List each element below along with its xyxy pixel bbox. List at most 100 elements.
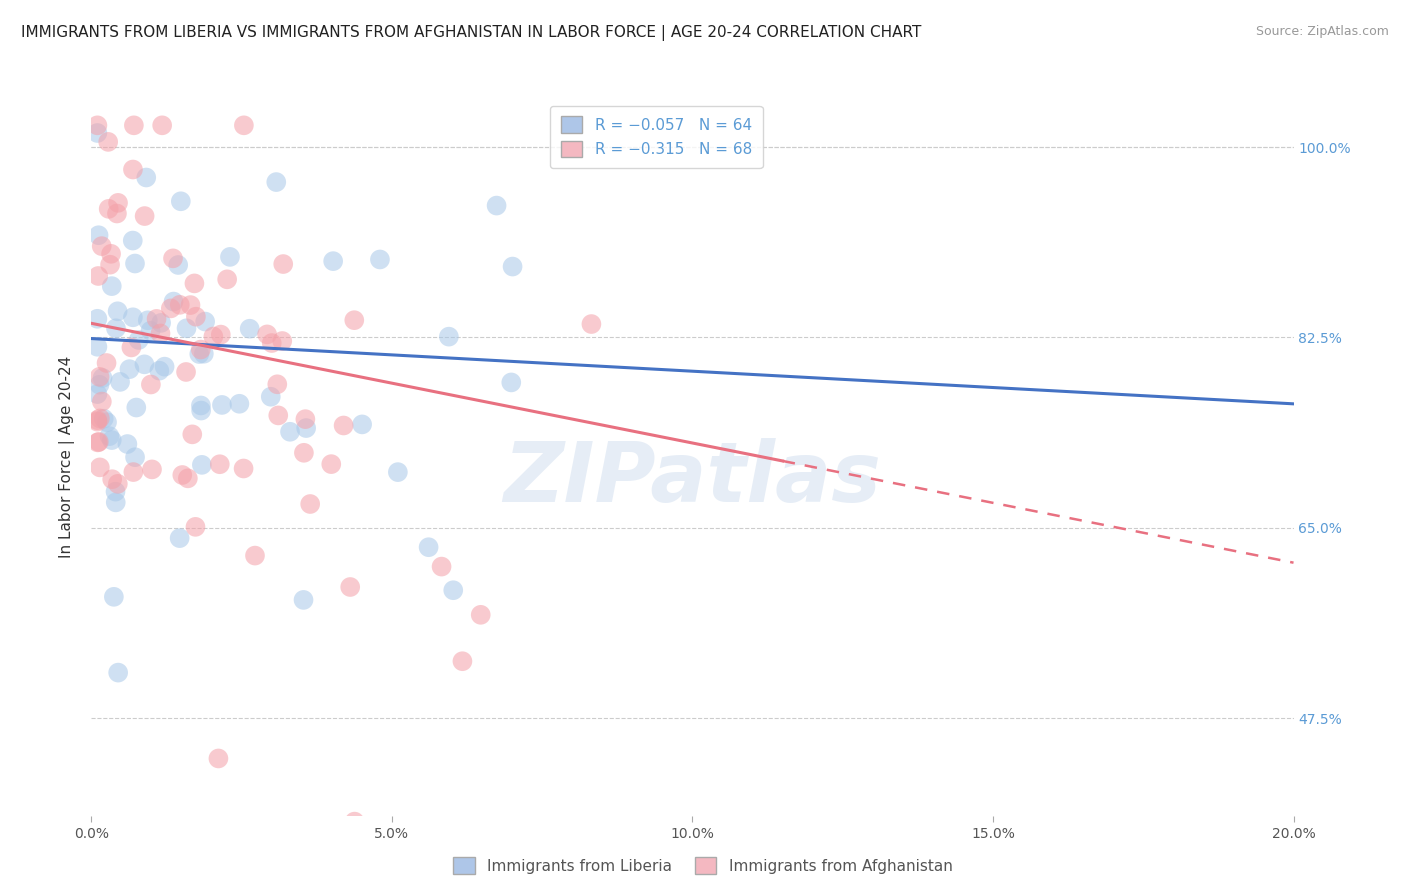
Point [217,272,239,286]
Point [193,347,215,361]
Point [184,310,207,324]
Text: Source: ZipAtlas.com: Source: ZipAtlas.com [1256,25,1389,38]
Point [177,471,200,485]
Point [271,257,294,271]
Point [86,415,108,429]
Y-axis label: In Labor Force | Age 20-24: In Labor Force | Age 20-24 [59,356,76,558]
Point [150,118,173,132]
Text: IMMIGRANTS FROM LIBERIA VS IMMIGRANTS FROM AFGHANISTAN IN LABOR FORCE | AGE 20-2: IMMIGRANTS FROM LIBERIA VS IMMIGRANTS FR… [21,25,921,41]
Point [96,356,118,370]
Point [91,371,114,385]
Point [101,279,124,293]
Point [122,465,145,479]
Point [104,495,127,509]
Point [418,540,440,554]
Point [167,258,190,272]
Point [292,593,315,607]
Point [86,413,108,427]
Point [122,162,145,177]
Point [86,387,108,401]
Point [89,377,111,392]
Point [89,411,111,425]
Point [96,415,118,429]
Point [581,317,603,331]
Legend: Immigrants from Liberia, Immigrants from Afghanistan: Immigrants from Liberia, Immigrants from… [447,851,959,880]
Point [176,321,198,335]
Point [232,461,254,475]
Point [387,465,409,479]
Point [264,175,287,189]
Point [266,377,288,392]
Point [141,462,163,476]
Point [90,394,112,409]
Point [190,399,212,413]
Point [87,268,110,283]
Point [89,460,111,475]
Point [153,359,176,374]
Point [159,301,181,316]
Point [103,590,125,604]
Point [148,364,170,378]
Point [278,425,301,439]
Point [294,412,316,426]
Point [172,468,194,483]
Point [121,234,143,248]
Point [124,256,146,270]
Point [122,118,145,132]
Point [190,343,212,357]
Point [368,252,391,267]
Point [502,260,524,274]
Point [93,411,115,425]
Point [174,365,197,379]
Point [260,336,283,351]
Point [239,322,262,336]
Point [100,247,122,261]
Point [228,397,250,411]
Point [485,198,508,212]
Point [179,298,201,312]
Point [149,326,172,341]
Point [207,751,229,765]
Point [202,329,225,343]
Point [101,472,124,486]
Point [125,401,148,415]
Point [150,316,173,330]
Point [184,520,207,534]
Point [86,118,108,132]
Point [332,418,354,433]
Point [292,446,315,460]
Point [501,376,523,390]
Point [169,531,191,545]
Point [134,209,156,223]
Point [145,311,167,326]
Point [134,357,156,371]
Point [90,239,112,253]
Point [86,126,108,140]
Point [170,194,193,209]
Point [86,311,108,326]
Point [86,435,108,450]
Point [107,476,129,491]
Point [470,607,492,622]
Point [136,313,159,327]
Point [105,206,128,220]
Point [441,583,464,598]
Point [169,298,191,312]
Point [162,294,184,309]
Point [87,434,110,449]
Point [108,375,131,389]
Point [339,580,361,594]
Text: ZIPatlas: ZIPatlas [503,438,882,519]
Point [322,254,344,268]
Point [267,409,290,423]
Point [87,228,110,243]
Point [86,340,108,354]
Point [98,429,121,443]
Point [162,252,184,266]
Point [120,341,142,355]
Point [211,398,233,412]
Point [128,333,150,347]
Point [260,390,283,404]
Point [343,814,366,829]
Point [209,327,232,342]
